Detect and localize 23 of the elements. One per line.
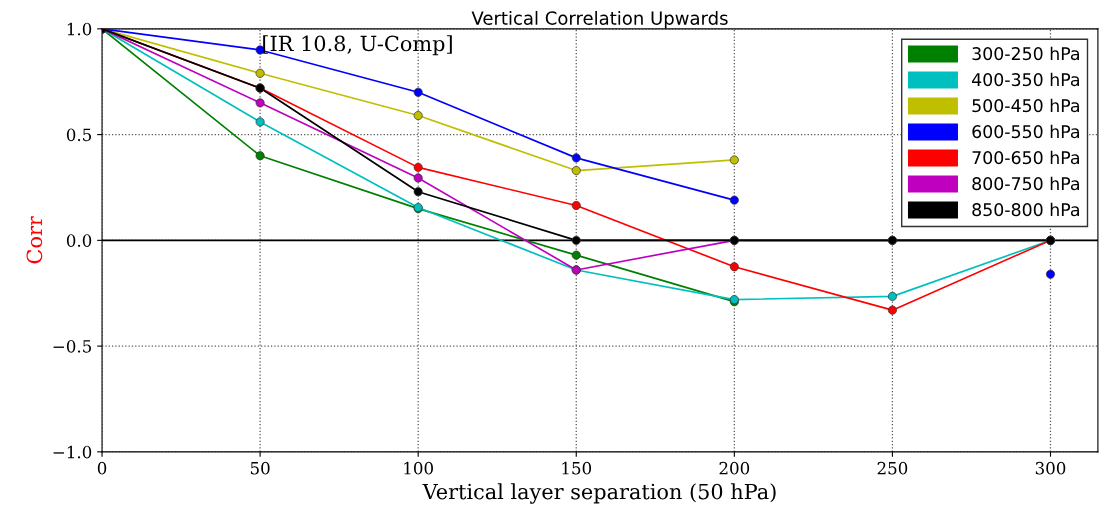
x-tick-label: 300 (1035, 461, 1066, 475)
x-tick-label: 250 (877, 461, 908, 475)
x-tick-label: 200 (719, 461, 750, 475)
y-tick-label: −1.0 (53, 445, 92, 459)
x-tick-label: 50 (250, 461, 270, 475)
y-tick-label: 0.5 (66, 128, 92, 142)
x-tick-label: 150 (562, 461, 592, 475)
legend-label: 700-650 hPa (972, 150, 1079, 165)
legend-label: 400-350 hPa (972, 72, 1079, 87)
y-tick-label: 1.0 (67, 22, 92, 36)
legend-label: 500-450 hPa (972, 98, 1079, 113)
legend-label: 800-750 hPa (972, 176, 1079, 191)
x-tick-label: 0 (97, 461, 107, 475)
y-axis-title: Corr (26, 216, 43, 264)
legend-label: 600-550 hPa (972, 124, 1079, 139)
legend-label: 850-800 hPa (972, 202, 1079, 217)
x-tick-label: 100 (404, 461, 433, 475)
x-axis-title: Vertical layer separation (50 hPa) (422, 483, 776, 504)
annotation: [IR 10.8, U-Comp] (263, 35, 452, 56)
y-tick-label: 0.0 (66, 234, 92, 247)
y-tick-label: −0.5 (53, 340, 92, 353)
legend-label: 300-250 hPa (972, 46, 1079, 61)
chart-title: Vertical Correlation Upwards (471, 10, 728, 29)
